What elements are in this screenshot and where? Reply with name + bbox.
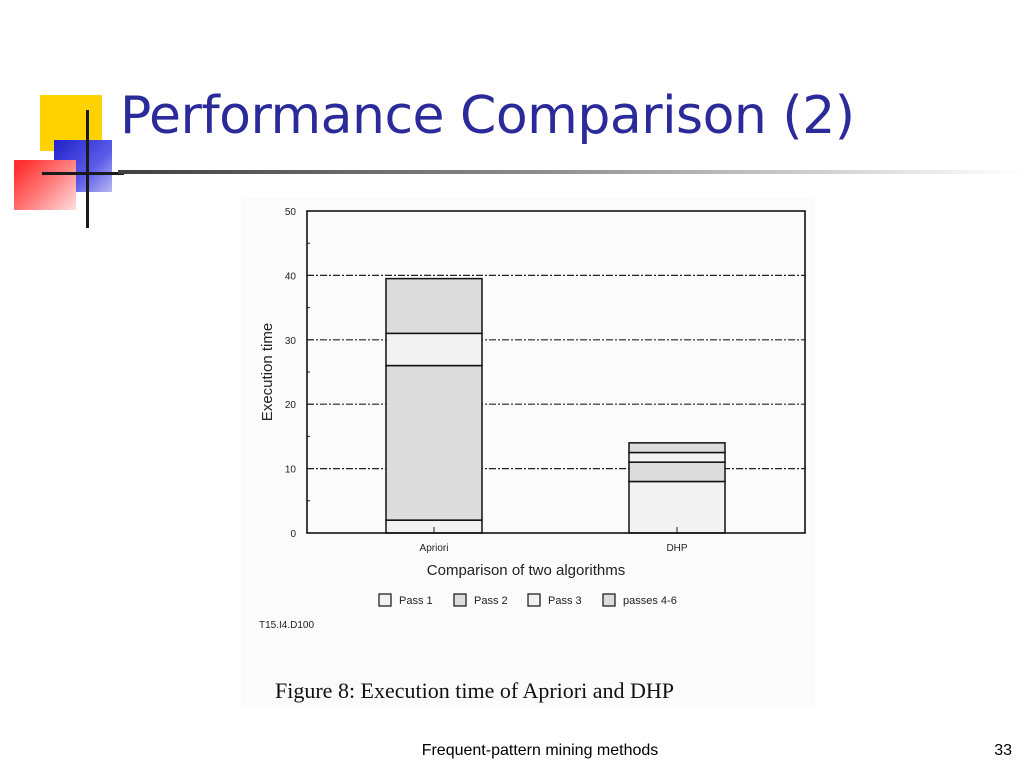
decor-red-square xyxy=(14,160,76,210)
legend-label: Pass 1 xyxy=(399,595,433,607)
y-tick-label: 0 xyxy=(290,529,296,540)
y-tick-label: 10 xyxy=(285,465,297,476)
title-underline xyxy=(118,170,1024,174)
x-tick-label: DHP xyxy=(666,543,687,554)
bar-segment xyxy=(385,332,483,367)
legend-label: Pass 3 xyxy=(548,595,582,607)
decor-vertical-line xyxy=(86,110,89,228)
bar-segment xyxy=(628,461,726,483)
x-tick-label: Apriori xyxy=(420,543,449,554)
bar-segment xyxy=(385,364,483,521)
legend-swatch xyxy=(602,593,616,607)
y-tick-label: 30 xyxy=(285,336,297,347)
chart-annotation: T15.I4.D100 xyxy=(259,620,314,631)
y-tick-label: 20 xyxy=(285,400,297,411)
legend-label: passes 4-6 xyxy=(623,595,677,607)
bar-segment xyxy=(385,277,483,335)
y-tick-label: 40 xyxy=(285,271,297,282)
page-number: 33 xyxy=(994,742,1012,759)
figure: 0 10 20 30 40 50 Apriori DHP Comparison of two a… xyxy=(241,198,815,708)
bar-segment xyxy=(628,451,726,463)
stacked-bar-chart: 0 10 20 30 40 50 Apriori DHP Comparison of two a… xyxy=(259,207,806,703)
legend-swatch xyxy=(527,593,541,607)
legend-swatch xyxy=(378,593,392,607)
legend-label: Pass 2 xyxy=(474,595,508,607)
bar-segment xyxy=(628,442,726,454)
y-axis-label: Execution time xyxy=(259,323,276,421)
x-axis-label: Comparison of two algorithms xyxy=(427,562,625,579)
slide-title: Performance Comparison (2) xyxy=(120,86,855,146)
slide-footer: Frequent-pattern mining methods xyxy=(421,742,659,759)
y-tick-label: 50 xyxy=(285,207,297,218)
bar-segment xyxy=(628,480,726,534)
figure-caption: Figure 8: Execution time of Apriori and … xyxy=(275,678,674,703)
decor-horizontal-line xyxy=(42,172,124,175)
legend-swatch xyxy=(453,593,467,607)
plot-frame xyxy=(306,210,806,534)
